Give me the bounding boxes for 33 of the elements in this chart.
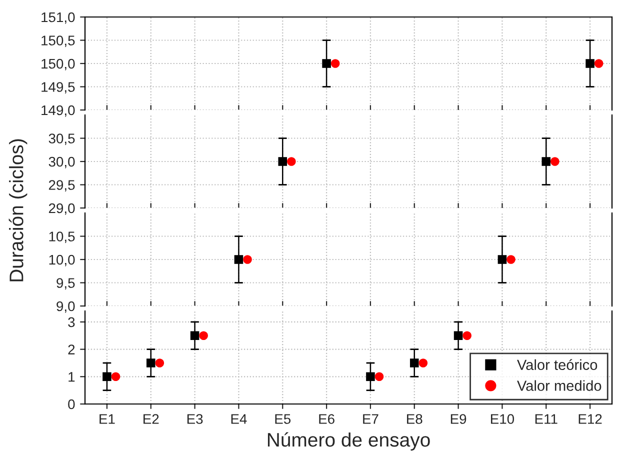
- x-tick-label: E2: [144, 414, 159, 424]
- y-tick-label: 151,0: [42, 12, 75, 24]
- y-tick-label: 9,5: [56, 278, 75, 290]
- x-axis-title: Número de ensayo: [268, 432, 430, 451]
- x-tick-label: E10: [490, 414, 514, 424]
- x-tick-label: E4: [231, 414, 247, 424]
- y-axis-title: Duración (ciclos): [8, 139, 28, 282]
- legend-label: Valor medido: [517, 380, 602, 391]
- x-tick-label: E3: [187, 414, 203, 424]
- x-tick-label: E9: [450, 414, 466, 424]
- y-tick-label: 3: [68, 317, 75, 328]
- y-tick-label: 1: [68, 372, 75, 382]
- y-tick-label: 150,0: [42, 58, 75, 70]
- y-tick-label: 2: [68, 344, 75, 354]
- x-tick-label: E6: [319, 414, 334, 424]
- y-tick-label: 30,5: [48, 134, 75, 146]
- y-tick-label: 149,0: [42, 105, 75, 117]
- y-tick-label: 29,5: [48, 180, 75, 192]
- x-tick-label: E11: [535, 414, 558, 424]
- legend-label: Valor teórico: [517, 359, 598, 370]
- y-tick-label: 9,0: [56, 301, 75, 313]
- x-tick-label: E12: [578, 414, 602, 424]
- x-tick-label: E1: [100, 414, 115, 424]
- y-tick-label: 0: [68, 399, 75, 410]
- y-tick-label: 29,0: [48, 203, 75, 215]
- y-tick-label: 10,0: [49, 254, 75, 266]
- y-tick-label: 10,5: [49, 232, 75, 244]
- x-tick-label: E8: [407, 414, 422, 424]
- y-tick-label: 150,5: [42, 36, 75, 48]
- x-tick-label: E7: [363, 414, 378, 424]
- x-tick-label: E5: [275, 414, 291, 424]
- y-tick-label: 149,5: [42, 82, 75, 94]
- y-tick-label: 30,0: [48, 156, 75, 168]
